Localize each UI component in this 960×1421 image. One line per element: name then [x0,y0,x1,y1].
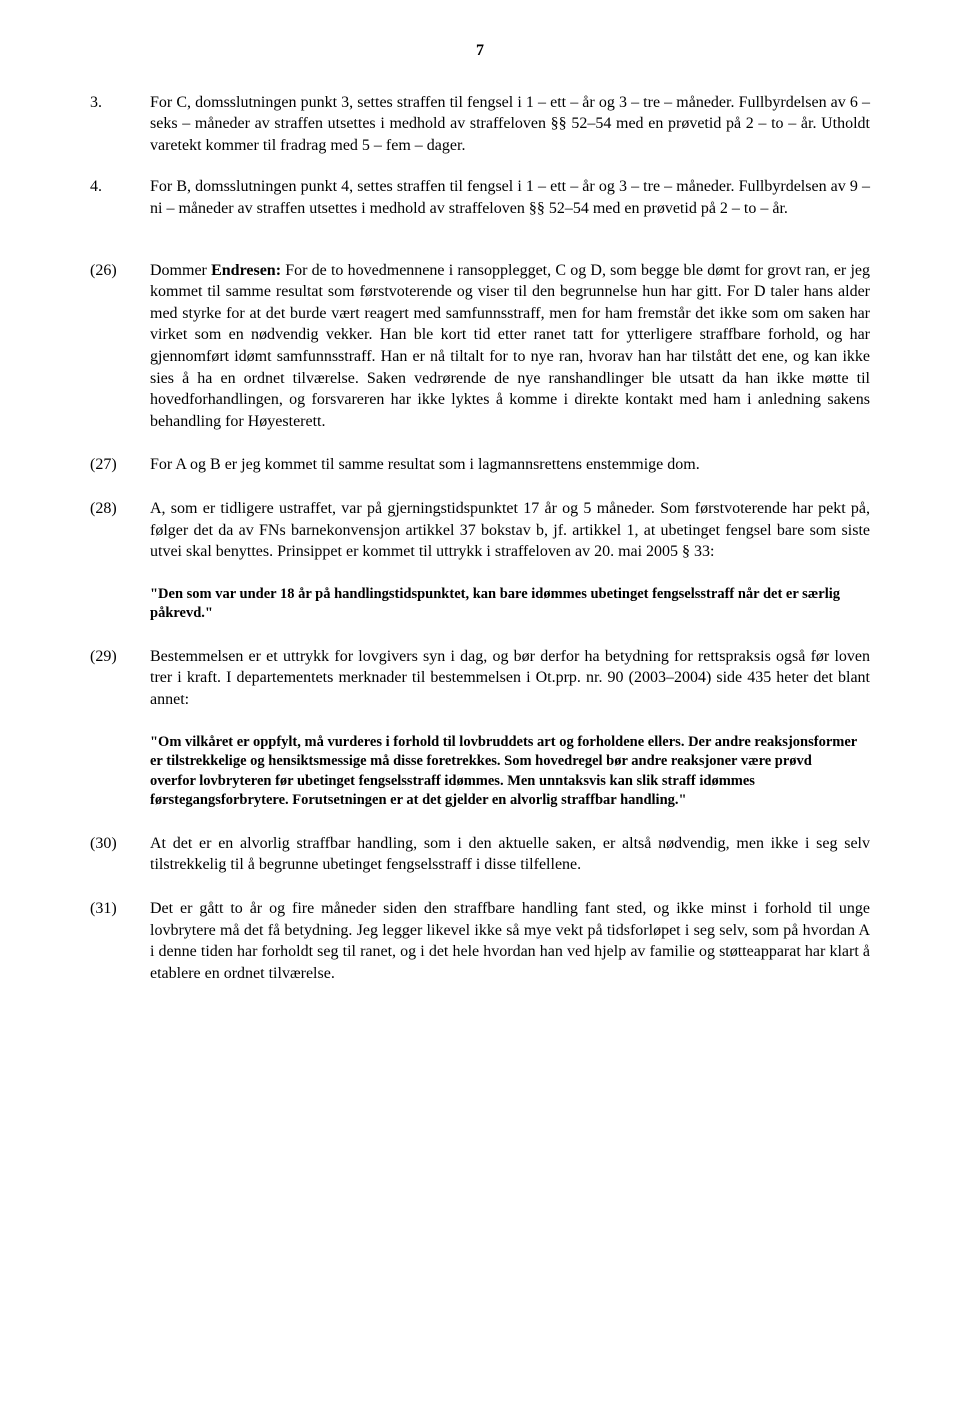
para-number: (29) [90,646,150,711]
para-text: Dommer Endresen: For de to hovedmennene … [150,260,870,433]
para-number: (30) [90,833,150,876]
item-number: 4. [90,176,150,219]
para-text: At det er en alvorlig straffbar handling… [150,833,870,876]
paragraph-26: (26) Dommer Endresen: For de to hovedmen… [90,260,870,433]
para-number: (26) [90,260,150,433]
para-number: (31) [90,898,150,984]
item-number: 3. [90,92,150,157]
para-number: (27) [90,454,150,476]
paragraph-28: (28) A, som er tidligere ustraffet, var … [90,498,870,563]
text-pre: Dommer [150,262,211,279]
quote-block-2: "Om vilkåret er oppfylt, må vurderes i f… [150,733,860,811]
para-text: A, som er tidligere ustraffet, var på gj… [150,498,870,563]
paragraph-31: (31) Det er gått to år og fire måneder s… [90,898,870,984]
item-text: For C, domsslutningen punkt 3, settes st… [150,92,870,157]
list-item-4: 4. For B, domsslutningen punkt 4, settes… [90,176,870,219]
list-item-3: 3. For C, domsslutningen punkt 3, settes… [90,92,870,157]
paragraph-27: (27) For A og B er jeg kommet til samme … [90,454,870,476]
quote-block-1: "Den som var under 18 år på handlingstid… [150,585,860,624]
para-text: For A og B er jeg kommet til samme resul… [150,454,870,476]
judge-name: Endresen: [211,262,281,279]
para-text: Det er gått to år og fire måneder siden … [150,898,870,984]
page-number: 7 [90,40,870,62]
paragraph-30: (30) At det er en alvorlig straffbar han… [90,833,870,876]
item-text: For B, domsslutningen punkt 4, settes st… [150,176,870,219]
paragraph-29: (29) Bestemmelsen er et uttrykk for lovg… [90,646,870,711]
para-number: (28) [90,498,150,563]
para-text: Bestemmelsen er et uttrykk for lovgivers… [150,646,870,711]
text-post: For de to hovedmennene i ransopplegget, … [150,262,870,430]
